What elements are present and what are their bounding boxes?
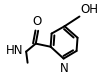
Text: HN: HN — [6, 44, 23, 57]
Text: N: N — [60, 62, 69, 75]
Text: OH: OH — [80, 3, 98, 16]
Text: O: O — [33, 15, 42, 28]
